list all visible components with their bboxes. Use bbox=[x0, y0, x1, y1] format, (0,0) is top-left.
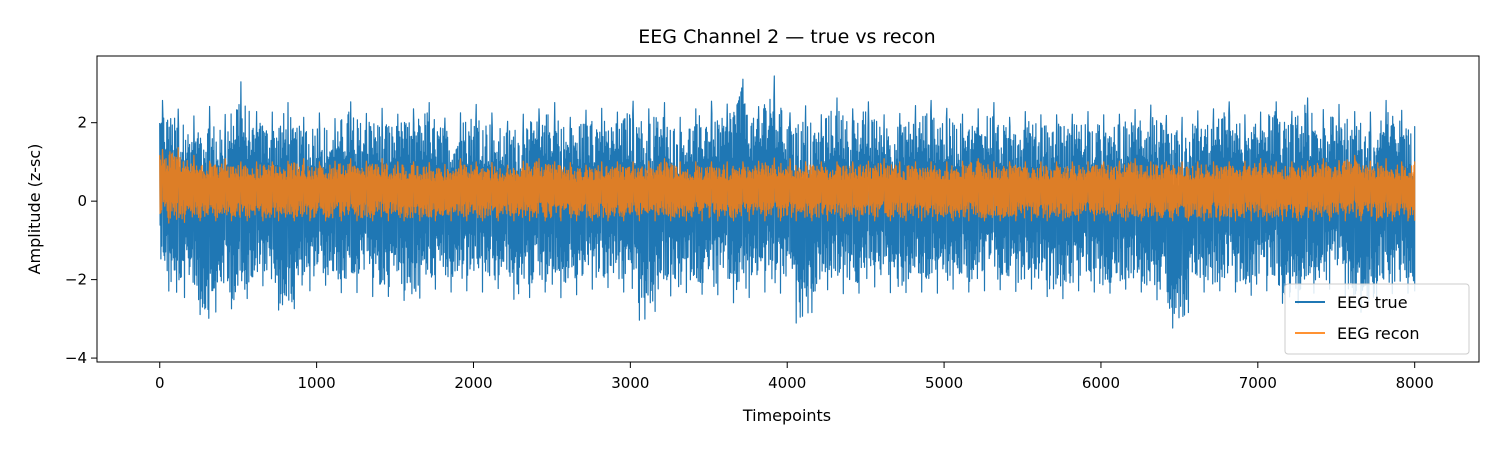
series-layer bbox=[159, 75, 1416, 329]
legend: EEG true EEG recon bbox=[1284, 283, 1470, 355]
y-axis-ticks: −4 −2 0 2 bbox=[65, 114, 97, 367]
y-tick-label: 2 bbox=[77, 114, 87, 132]
legend-box bbox=[1284, 283, 1470, 355]
plot-area bbox=[96, 55, 1480, 363]
legend-label: EEG true bbox=[1337, 293, 1408, 312]
x-tick-label: 6000 bbox=[1082, 374, 1120, 392]
x-axis-ticks: 0 1000 2000 3000 4000 5000 6000 7000 8000 bbox=[155, 362, 1434, 392]
chart-title: EEG Channel 2 — true vs recon bbox=[638, 26, 935, 48]
y-tick-label: 0 bbox=[77, 192, 87, 210]
y-tick-label: −4 bbox=[65, 349, 87, 367]
x-tick-label: 3000 bbox=[611, 374, 649, 392]
x-tick-label: 7000 bbox=[1239, 374, 1277, 392]
x-tick-label: 4000 bbox=[768, 374, 806, 392]
legend-label: EEG recon bbox=[1337, 324, 1420, 343]
x-axis-title: Timepoints bbox=[742, 406, 831, 425]
axes-frame bbox=[96, 55, 1480, 363]
y-tick-label: −2 bbox=[65, 271, 87, 289]
series-line-eeg-recon bbox=[159, 147, 1416, 224]
y-axis-title: Amplitude (z-sc) bbox=[25, 144, 44, 275]
x-tick-label: 8000 bbox=[1396, 374, 1434, 392]
x-tick-label: 1000 bbox=[298, 374, 336, 392]
x-tick-label: 0 bbox=[155, 374, 165, 392]
x-tick-label: 2000 bbox=[454, 374, 492, 392]
x-tick-label: 5000 bbox=[925, 374, 963, 392]
